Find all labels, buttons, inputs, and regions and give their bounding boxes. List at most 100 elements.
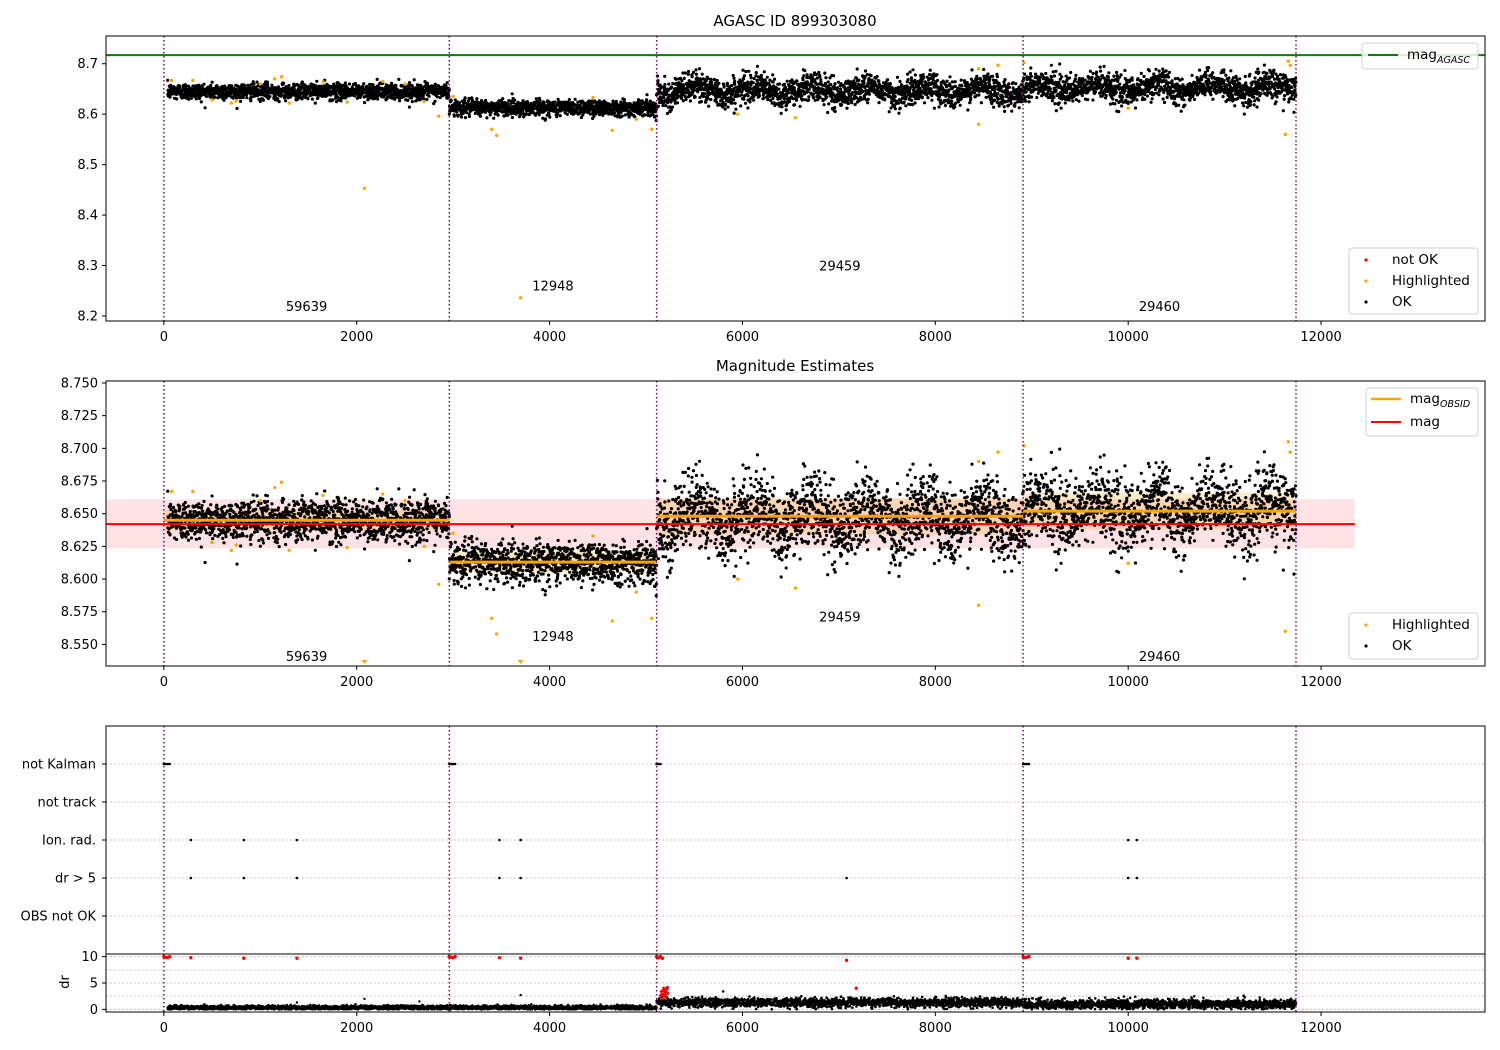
dr-axis-label: dr [58, 975, 73, 989]
highlighted-point [1022, 444, 1026, 448]
highlighted-point [279, 75, 284, 79]
flag-row-label: not Kalman [22, 758, 96, 773]
agasc-x-axis: 0 2000 4000 6000 8000 10000 12000 [160, 321, 1342, 345]
dr-overlay [163, 954, 1297, 1012]
highlighted-point [258, 498, 262, 503]
agasc-plot-frame [105, 35, 1486, 322]
x-tick-label: 10000 [1108, 330, 1149, 345]
x-tick-label: 8000 [919, 1021, 952, 1036]
highlighted-point [229, 548, 234, 553]
ok-points [166, 62, 1298, 123]
dr-x-axis: 0 2000 4000 6000 8000 10000 12000 [160, 1012, 1342, 1036]
y-tick-label: 8.725 [61, 409, 98, 424]
highlighted-point [321, 493, 325, 498]
flag-point [498, 838, 501, 842]
obsid-label: 29459 [819, 260, 860, 275]
highlighted-point [1126, 561, 1130, 566]
dr-not-ok-point [666, 992, 670, 996]
dr-not-ok-point [1027, 954, 1031, 959]
highlighted-point [258, 82, 262, 86]
obsid-label: 12948 [532, 630, 573, 645]
highlighted-point [977, 67, 981, 71]
highlighted-point [362, 186, 367, 191]
highlighted-point [273, 485, 277, 490]
agasc-overlay: 59639 12948 29459 29460 [106, 36, 1485, 321]
flag-point [1126, 838, 1130, 842]
highlighted-point [345, 100, 349, 104]
flag-point [845, 876, 848, 880]
highlighted-point [591, 534, 595, 538]
highlighted-point [650, 127, 654, 132]
legend-highlighted-marker [1364, 279, 1368, 283]
dr-not-ok-point [242, 956, 246, 960]
agasc-marker-legend: not OK Highlighted OK [1348, 247, 1479, 315]
highlighted-point [490, 127, 494, 132]
y-tick-label: 8.625 [61, 540, 98, 555]
highlighted-point [436, 582, 441, 586]
highlighted-point [494, 133, 499, 138]
flag-point [189, 876, 193, 880]
highlighted-point [518, 296, 523, 300]
legend-mag-obsid-subscript: OBSID [1440, 399, 1470, 410]
highlighted-point [210, 98, 214, 102]
clipped-highlighted-point [517, 660, 524, 664]
obsid-label: 12948 [532, 280, 573, 295]
highlighted-point [793, 116, 798, 120]
dr-plot-frame [105, 953, 1486, 1013]
highlighted-point [234, 99, 238, 103]
x-tick-label: 12000 [1300, 1021, 1341, 1036]
flag-point [451, 762, 455, 766]
highlighted-point [1286, 59, 1290, 63]
magnitude-estimates-title: Magnitude Estimates [716, 357, 874, 375]
dr-not-ok-point [661, 997, 665, 1001]
dr-not-ok-point [518, 956, 523, 960]
highlighted-point [422, 99, 426, 104]
dr-not-ok-point [189, 955, 193, 960]
dr-ok-outlier [363, 997, 366, 1001]
magnitude-plot-frame [105, 380, 1486, 667]
highlighted-point [1022, 61, 1026, 65]
legend-box [1348, 612, 1479, 660]
dr-not-ok-point [664, 995, 668, 999]
dr-not-ok-point [453, 954, 457, 959]
dr-not-ok-point [1126, 956, 1130, 960]
agasc-data-points [166, 59, 1298, 300]
highlighted-point [381, 79, 385, 84]
obsid-label: 59639 [286, 300, 327, 315]
legend-not-ok-marker [1364, 258, 1368, 262]
x-tick-label: 2000 [340, 675, 373, 690]
legend-mag-agasc-name: mag [1407, 47, 1437, 63]
highlighted-point [273, 77, 277, 81]
highlighted-point [793, 586, 798, 590]
dr-y-axis: 0 5 10 [81, 950, 106, 1018]
highlighted-point [422, 544, 426, 549]
legend-box [1348, 247, 1479, 315]
y-tick-label: 8.750 [61, 376, 98, 391]
legend-ok-marker [1364, 300, 1368, 304]
highlighted-point [381, 492, 385, 496]
highlighted-point [977, 122, 981, 126]
y-tick-label: 8.650 [61, 507, 98, 522]
dr-not-ok-point [844, 958, 849, 963]
flags-category-labels: not Kalman not track Ion. rad. dr > 5 OBS no… [21, 758, 106, 925]
highlighted-point [321, 80, 325, 84]
agasc-panel-title: AGASC ID 899303080 [713, 12, 876, 30]
obsid-label: 29460 [1139, 300, 1180, 315]
flag-point [449, 762, 453, 766]
y-tick-label: 5 [90, 977, 98, 992]
legend-highlighted-label: Highlighted [1392, 617, 1470, 633]
flag-point [1126, 876, 1130, 880]
highlighted-point [210, 540, 214, 545]
dr-ok-outlier [977, 998, 980, 1002]
x-tick-label: 2000 [340, 330, 373, 345]
highlighted-point [234, 543, 238, 547]
highlighted-point [1286, 440, 1290, 444]
dr-not-ok-point [295, 956, 299, 960]
x-tick-label: 12000 [1300, 675, 1341, 690]
highlighted-point [169, 78, 174, 83]
highlighted-point [610, 128, 614, 133]
dr-not-ok-point [854, 986, 858, 990]
highlighted-point [634, 590, 639, 594]
highlighted-point [1288, 450, 1292, 454]
highlighted-point [996, 63, 1000, 67]
